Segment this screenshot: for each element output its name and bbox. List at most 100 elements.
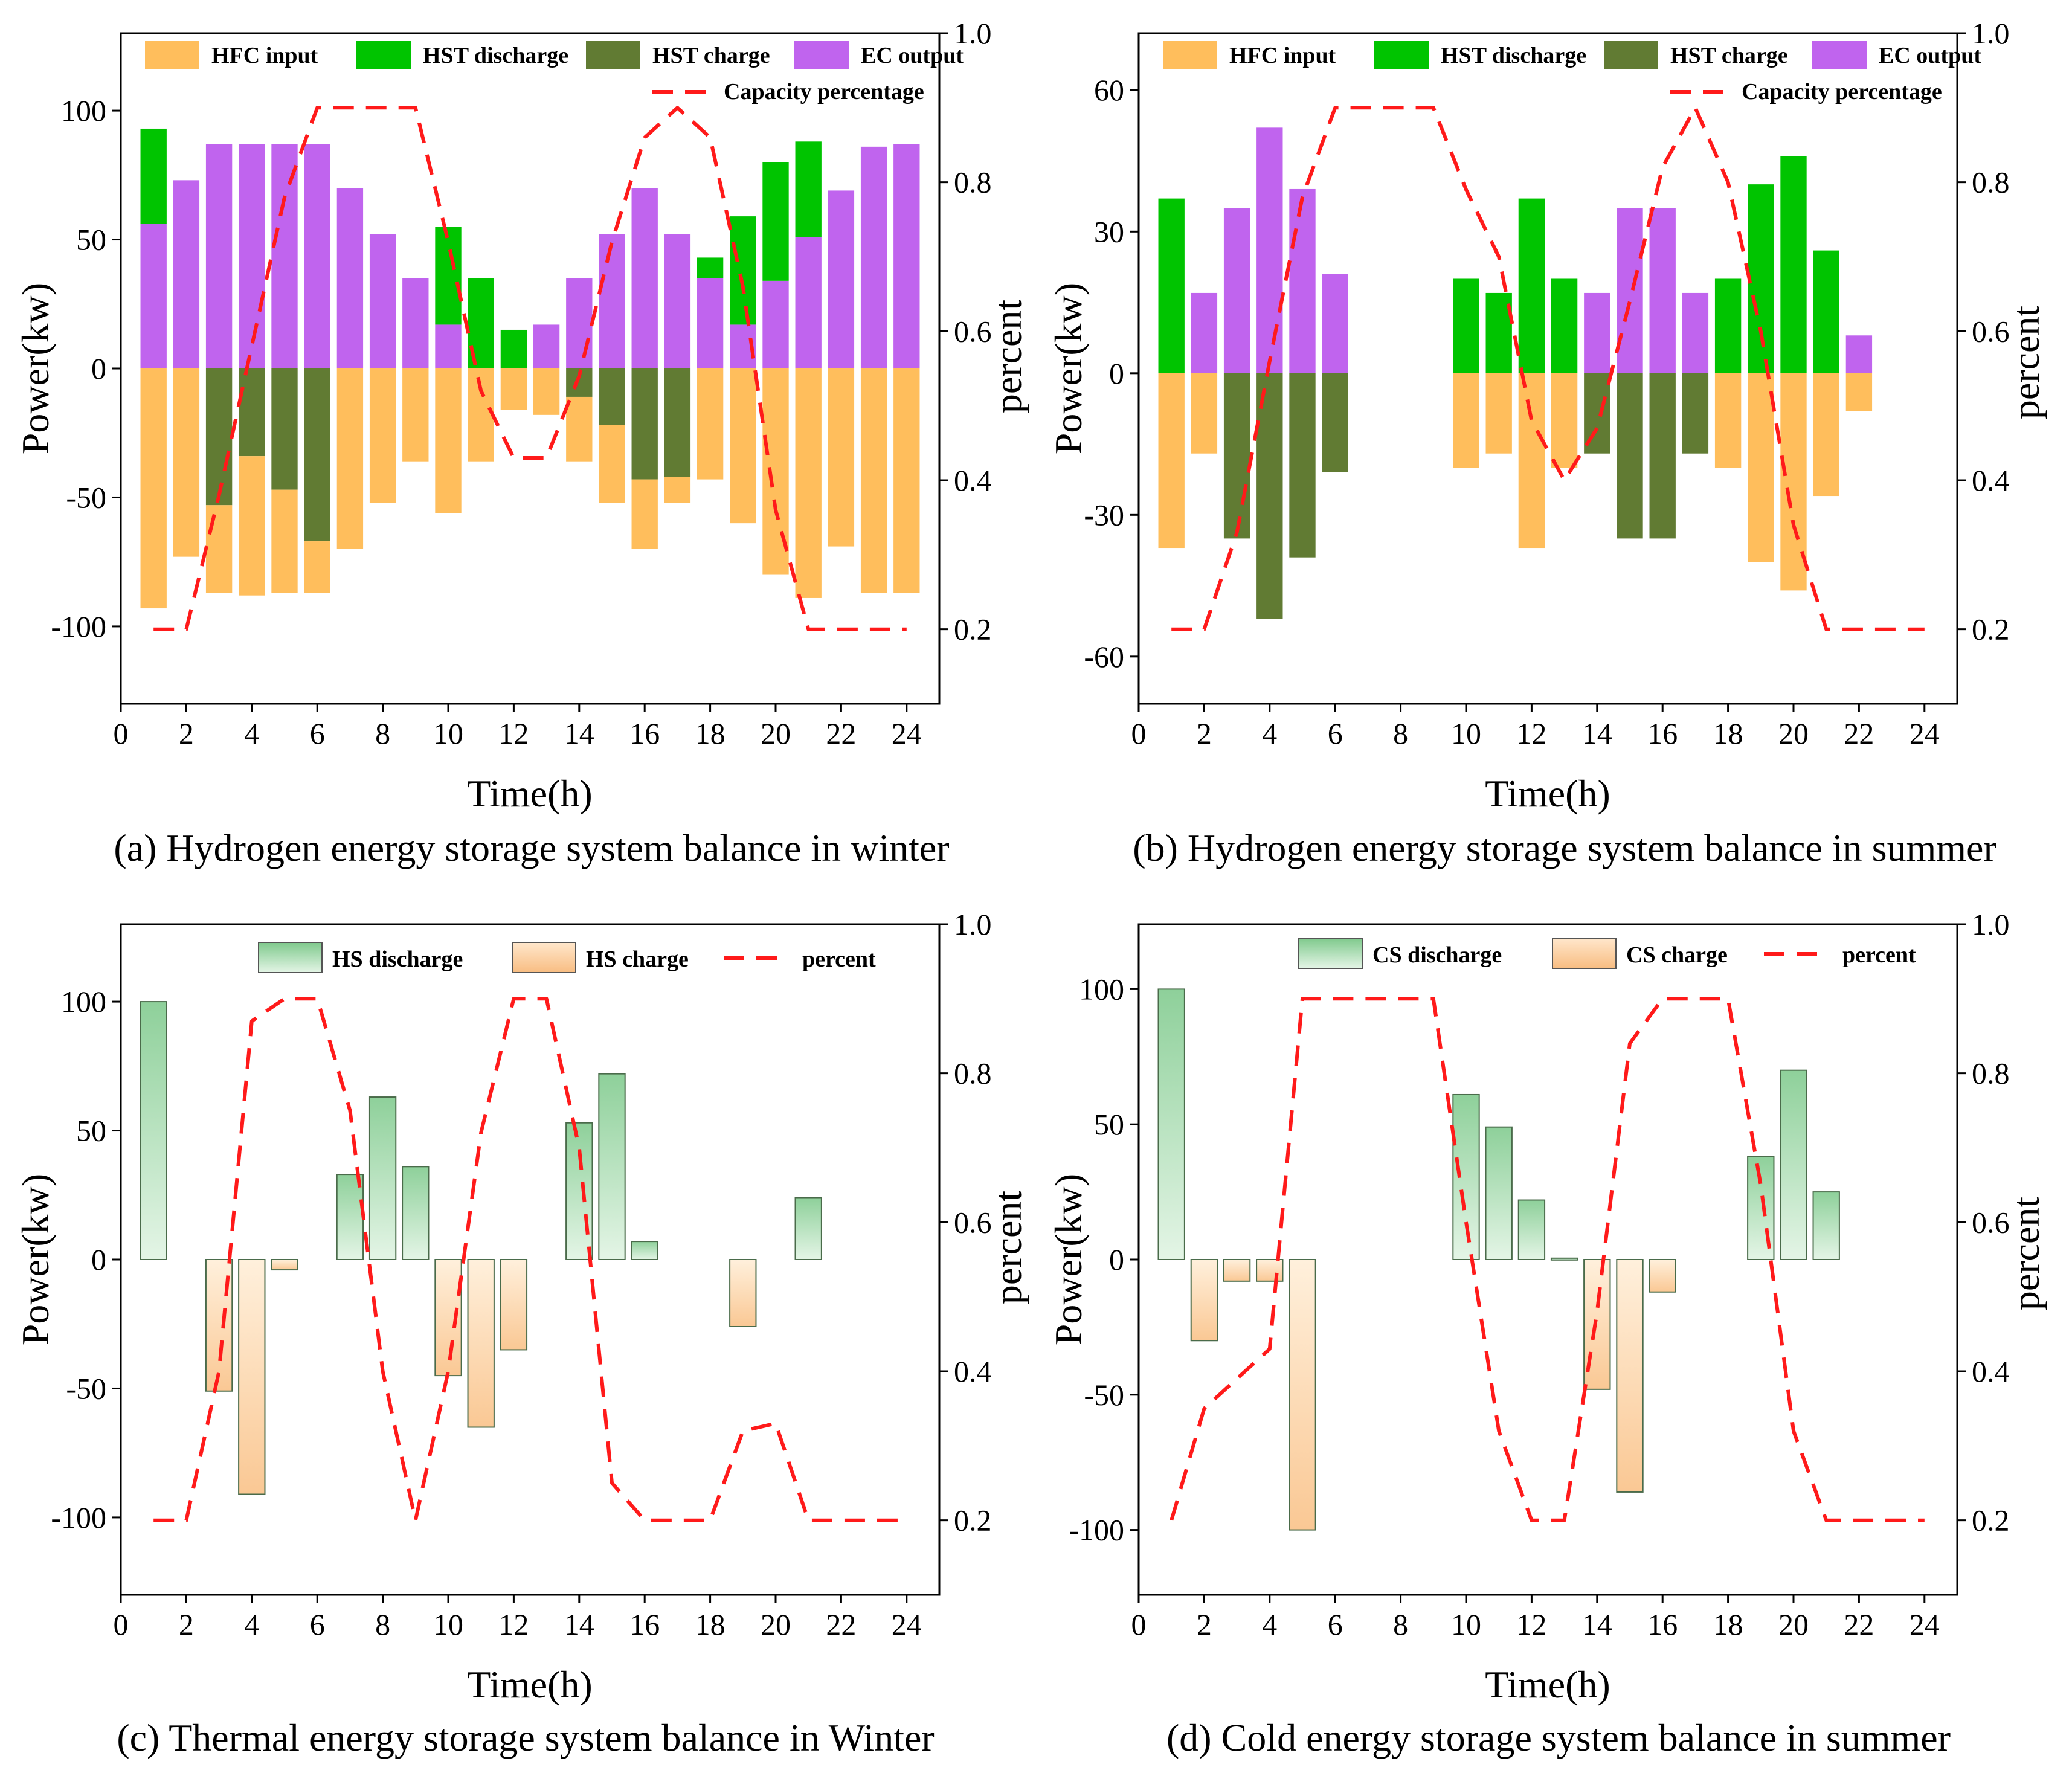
legend-swatch xyxy=(1812,41,1867,69)
x-tick-label: 0 xyxy=(1131,716,1147,750)
bar-cs-charge xyxy=(1649,1259,1676,1293)
bar-ec-output xyxy=(664,234,691,368)
legend-label: HST charge xyxy=(652,43,770,68)
bar-hst-discharge xyxy=(697,257,724,278)
x-tick-label: 18 xyxy=(1713,1607,1743,1641)
panel-caption: (a) Hydrogen energy storage system balan… xyxy=(114,826,949,869)
bar-ec-output xyxy=(566,278,593,368)
axes: 0 2 4 6 8 10 12 14 16 18 20 22 24-100-500501000.20.4… xyxy=(1069,907,2009,1641)
bar-ec-output xyxy=(369,234,396,368)
y2-tick-label: 0.4 xyxy=(954,1354,992,1388)
bar-hst-charge xyxy=(599,368,625,425)
y2-tick-label: 0.8 xyxy=(954,166,992,199)
legend-label: Capacity percentage xyxy=(724,79,924,105)
y2-tick-label: 0.6 xyxy=(954,1205,992,1239)
y-tick-label: -50 xyxy=(66,480,106,514)
y2-tick-label: 0.6 xyxy=(1972,1205,2010,1239)
y-tick-label: 100 xyxy=(1079,972,1124,1006)
x-tick-label: 16 xyxy=(1647,1607,1678,1641)
y-tick-label: 0 xyxy=(1109,356,1124,390)
x-tick-label: 6 xyxy=(310,716,325,750)
y2-tick-label: 1.0 xyxy=(1972,16,2010,50)
bar-hfc-input xyxy=(239,456,265,596)
bar-hfc-input xyxy=(369,368,396,503)
x-tick-label: 24 xyxy=(892,716,922,750)
y2-axis-label: percent xyxy=(986,1191,1029,1305)
bar-hst-charge xyxy=(205,368,233,506)
bar-hst-charge xyxy=(1682,373,1709,454)
percent-line xyxy=(1171,106,1925,631)
bar-hst-discharge xyxy=(1780,156,1807,373)
y2-tick-label: 0.8 xyxy=(954,1057,992,1090)
x-tick-label: 22 xyxy=(826,716,856,750)
bar-hfc-input xyxy=(435,368,462,513)
legend-label: percent xyxy=(802,947,876,972)
y-axis-label: Power(kw) xyxy=(14,1174,57,1345)
bar-ec-output xyxy=(140,224,167,368)
bars-and-line xyxy=(1157,988,1925,1531)
bar-hst-charge xyxy=(1256,373,1283,619)
y-tick-label: -60 xyxy=(1084,640,1124,674)
legend-swatch xyxy=(1298,938,1363,969)
x-tick-label: 12 xyxy=(498,1607,529,1641)
legend-label: Capacity percentage xyxy=(1742,79,1942,105)
bar-hst-discharge xyxy=(795,141,822,237)
bar-hfc-input xyxy=(1748,373,1774,562)
legend: CS discharge CS charge percent xyxy=(1298,938,1916,969)
y-tick-label: 30 xyxy=(1094,214,1124,248)
x-axis-label: Time(h) xyxy=(1485,772,1610,815)
x-tick-label: 18 xyxy=(1713,716,1743,750)
bar-ec-output xyxy=(533,324,560,368)
plot-frame xyxy=(1137,32,1958,705)
y-tick-label: 100 xyxy=(61,94,106,127)
y2-tick-label: 1.0 xyxy=(954,16,992,50)
x-tick-label: 24 xyxy=(892,1607,922,1641)
bar-ec-output xyxy=(1322,274,1348,373)
bars-and-line xyxy=(140,997,907,1522)
bar-hs-charge xyxy=(500,1259,528,1351)
bar-hst-charge xyxy=(271,368,298,490)
legend: HS discharge HS charge percent xyxy=(258,942,876,973)
legend-swatch xyxy=(1604,41,1658,69)
bar-cs-discharge xyxy=(1157,988,1185,1260)
bar-hst-discharge xyxy=(140,128,167,224)
y2-tick-label: 0.6 xyxy=(1972,314,2010,348)
bar-ec-output xyxy=(304,144,330,369)
bar-ec-output xyxy=(173,180,200,368)
legend-swatch xyxy=(356,41,411,69)
bar-cs-discharge xyxy=(1485,1126,1513,1260)
legend-label: HFC input xyxy=(1229,43,1336,68)
bar-hs-discharge xyxy=(336,1174,364,1260)
axes: 0 2 4 6 8 10 12 14 16 18 20 22 24-60-30030600.20.40.… xyxy=(1084,16,2009,750)
x-tick-label: 4 xyxy=(1262,716,1277,750)
bar-hfc-input xyxy=(1485,373,1512,454)
axes: 0 2 4 6 8 10 12 14 16 18 20 22 24-100-500501000.20.4… xyxy=(51,907,991,1641)
bar-hs-charge xyxy=(271,1259,298,1271)
x-tick-label: 10 xyxy=(1451,1607,1481,1641)
panel-caption: (c) Thermal energy storage system balanc… xyxy=(117,1716,934,1759)
bar-cs-discharge xyxy=(1517,1199,1546,1260)
legend-label: percent xyxy=(1842,942,1916,968)
bar-hs-discharge xyxy=(368,1096,397,1260)
x-tick-label: 10 xyxy=(433,716,463,750)
x-tick-label: 22 xyxy=(826,1607,856,1641)
bar-hfc-input xyxy=(599,425,625,503)
x-tick-label: 4 xyxy=(244,716,259,750)
panel-a: 0 2 4 6 8 10 12 14 16 18 20 22 24-100-500501000.20.4… xyxy=(14,16,1029,869)
x-tick-label: 0 xyxy=(114,1607,129,1641)
bar-ec-output xyxy=(893,144,920,369)
y2-tick-label: 0.4 xyxy=(1972,1354,2010,1388)
y2-tick-label: 0.2 xyxy=(954,1504,992,1537)
panel-caption: (d) Cold energy storage system balance i… xyxy=(1166,1716,1951,1759)
legend-label: HFC input xyxy=(211,43,318,68)
y-tick-label: 100 xyxy=(61,985,106,1018)
x-tick-label: 8 xyxy=(1393,716,1408,750)
legend-swatch xyxy=(145,41,199,69)
bar-hfc-input xyxy=(1551,373,1578,468)
y-tick-label: 50 xyxy=(76,1114,106,1148)
bar-ec-output xyxy=(336,188,364,368)
bar-hs-discharge xyxy=(402,1166,430,1261)
bar-hfc-input xyxy=(795,368,822,598)
bar-cs-charge xyxy=(1190,1259,1218,1342)
